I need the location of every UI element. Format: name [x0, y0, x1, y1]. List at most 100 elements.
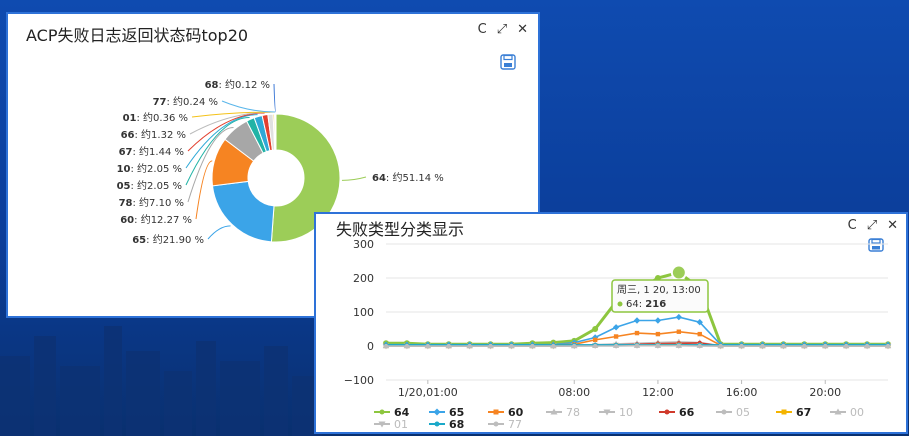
pie-label-78: 78: 约7.10 % — [119, 196, 184, 209]
pie-chart: 64: 约51.14 % 65: 约21.90 % 60: 约12.27 % 78: … — [117, 78, 444, 246]
data-point — [664, 409, 670, 415]
pie-label-line-64 — [341, 176, 367, 181]
data-point — [697, 343, 702, 349]
refresh-icon[interactable]: C — [477, 22, 487, 37]
x-tick-label: 08:00 — [558, 386, 590, 399]
data-point — [843, 343, 849, 349]
failure-type-panel: 失败类型分类显示 C ⤢ ✕ 300 200 100 0 −100 1/20,01:00 0… — [314, 212, 908, 434]
legend-item-64[interactable]: 64 — [374, 406, 410, 419]
data-point — [655, 331, 661, 337]
data-point — [721, 409, 727, 415]
legend-item-65[interactable]: 65 — [429, 406, 464, 419]
data-point — [781, 343, 786, 349]
pie-label-line-68 — [273, 83, 277, 113]
save-image-icon[interactable] — [868, 238, 884, 252]
pie-label-64: 64: 约51.14 % — [372, 171, 444, 184]
legend-item-60[interactable]: 60 — [488, 406, 524, 419]
data-point — [676, 343, 682, 348]
panel-toolbar: C ⤢ ✕ — [848, 218, 898, 234]
legend-label: 78 — [566, 406, 580, 419]
data-point — [823, 343, 828, 349]
x-tick-label: 1/20,01:00 — [398, 386, 458, 399]
data-point — [383, 343, 389, 349]
pie-label-line-10 — [185, 114, 258, 169]
data-point — [592, 343, 598, 349]
tooltip-box — [611, 279, 709, 313]
pie-label-line-77 — [221, 100, 276, 113]
pie-label-line-78 — [187, 126, 234, 203]
data-point — [592, 337, 598, 343]
pie-label-65: 65: 约21.90 % — [132, 233, 204, 246]
data-point — [633, 317, 641, 324]
data-point — [493, 409, 499, 415]
data-point — [634, 330, 640, 336]
y-tick-label: 300 — [353, 238, 374, 251]
pie-slice-64 — [270, 113, 341, 243]
legend-label: 67 — [796, 406, 811, 419]
data-point — [551, 343, 556, 349]
data-point — [718, 343, 723, 349]
data-point — [488, 343, 493, 349]
data-point — [760, 343, 765, 349]
pie-label-66: 66: 约1.32 % — [121, 128, 186, 141]
data-point — [467, 343, 472, 349]
legend-item-05[interactable]: 05 — [716, 406, 750, 419]
data-point — [885, 343, 891, 349]
pie-label-01: 01: 约0.36 % — [123, 111, 188, 124]
data-point — [675, 313, 683, 321]
data-point — [404, 343, 410, 349]
legend-item-77[interactable]: 77 — [488, 418, 522, 431]
y-tick-label: 0 — [367, 340, 374, 353]
legend-item-01[interactable]: 01 — [374, 418, 408, 431]
pie-label-line-67 — [187, 112, 265, 152]
legend-label: 66 — [679, 406, 695, 419]
data-point — [864, 343, 870, 349]
refresh-icon[interactable]: C — [847, 218, 857, 233]
pie-label-line-05 — [185, 117, 250, 186]
expand-icon[interactable]: ⤢ — [496, 22, 508, 37]
tooltip: 周三, 1 20, 13:00 64: 216 — [611, 279, 709, 313]
data-point — [603, 409, 611, 416]
legend-item-66[interactable]: 66 — [659, 406, 695, 419]
data-point — [425, 343, 431, 349]
save-image-icon[interactable] — [500, 54, 516, 70]
data-point — [613, 334, 619, 339]
legend-label: 77 — [508, 418, 522, 431]
legend-label: 60 — [508, 406, 524, 419]
legend-label: 64 — [394, 406, 410, 419]
series-77 — [383, 343, 891, 349]
close-icon[interactable]: ✕ — [887, 218, 898, 233]
pie-label-77: 77: 约0.24 % — [153, 95, 218, 108]
y-tick-label: −100 — [344, 374, 374, 387]
x-tick-label: 20:00 — [809, 386, 841, 399]
data-point — [634, 343, 640, 348]
panel-title: 失败类型分类显示 — [336, 220, 465, 239]
data-point — [739, 343, 744, 349]
data-point — [676, 329, 682, 334]
data-point — [550, 408, 558, 415]
data-point — [378, 421, 386, 428]
data-point — [613, 343, 619, 349]
legend-item-10[interactable]: 10 — [599, 406, 633, 419]
legend-item-67[interactable]: 67 — [776, 406, 811, 419]
panel-toolbar: C ⤢ ✕ — [478, 22, 528, 38]
data-point — [592, 326, 599, 332]
tooltip-value: 64: 216 — [626, 299, 666, 310]
legend-item-78[interactable]: 78 — [546, 406, 580, 419]
chart-legend: 64 65 60 78 10 66 05 67 00 01 68 77 — [374, 406, 864, 431]
data-point — [655, 343, 661, 348]
pie-label-67: 67: 约1.44 % — [119, 145, 184, 158]
legend-label: 68 — [449, 418, 464, 431]
data-point — [697, 331, 702, 337]
data-point — [781, 409, 787, 415]
legend-item-00[interactable]: 00 — [830, 406, 864, 419]
legend-item-68[interactable]: 68 — [429, 418, 464, 431]
highlight-point — [670, 264, 687, 281]
data-point — [509, 343, 514, 349]
pie-label-10: 10: 约2.05 % — [117, 162, 182, 175]
close-icon[interactable]: ✕ — [517, 22, 528, 37]
expand-icon[interactable]: ⤢ — [866, 218, 878, 233]
pie-label-05: 05: 约2.05 % — [117, 179, 182, 192]
data-point — [802, 343, 807, 349]
